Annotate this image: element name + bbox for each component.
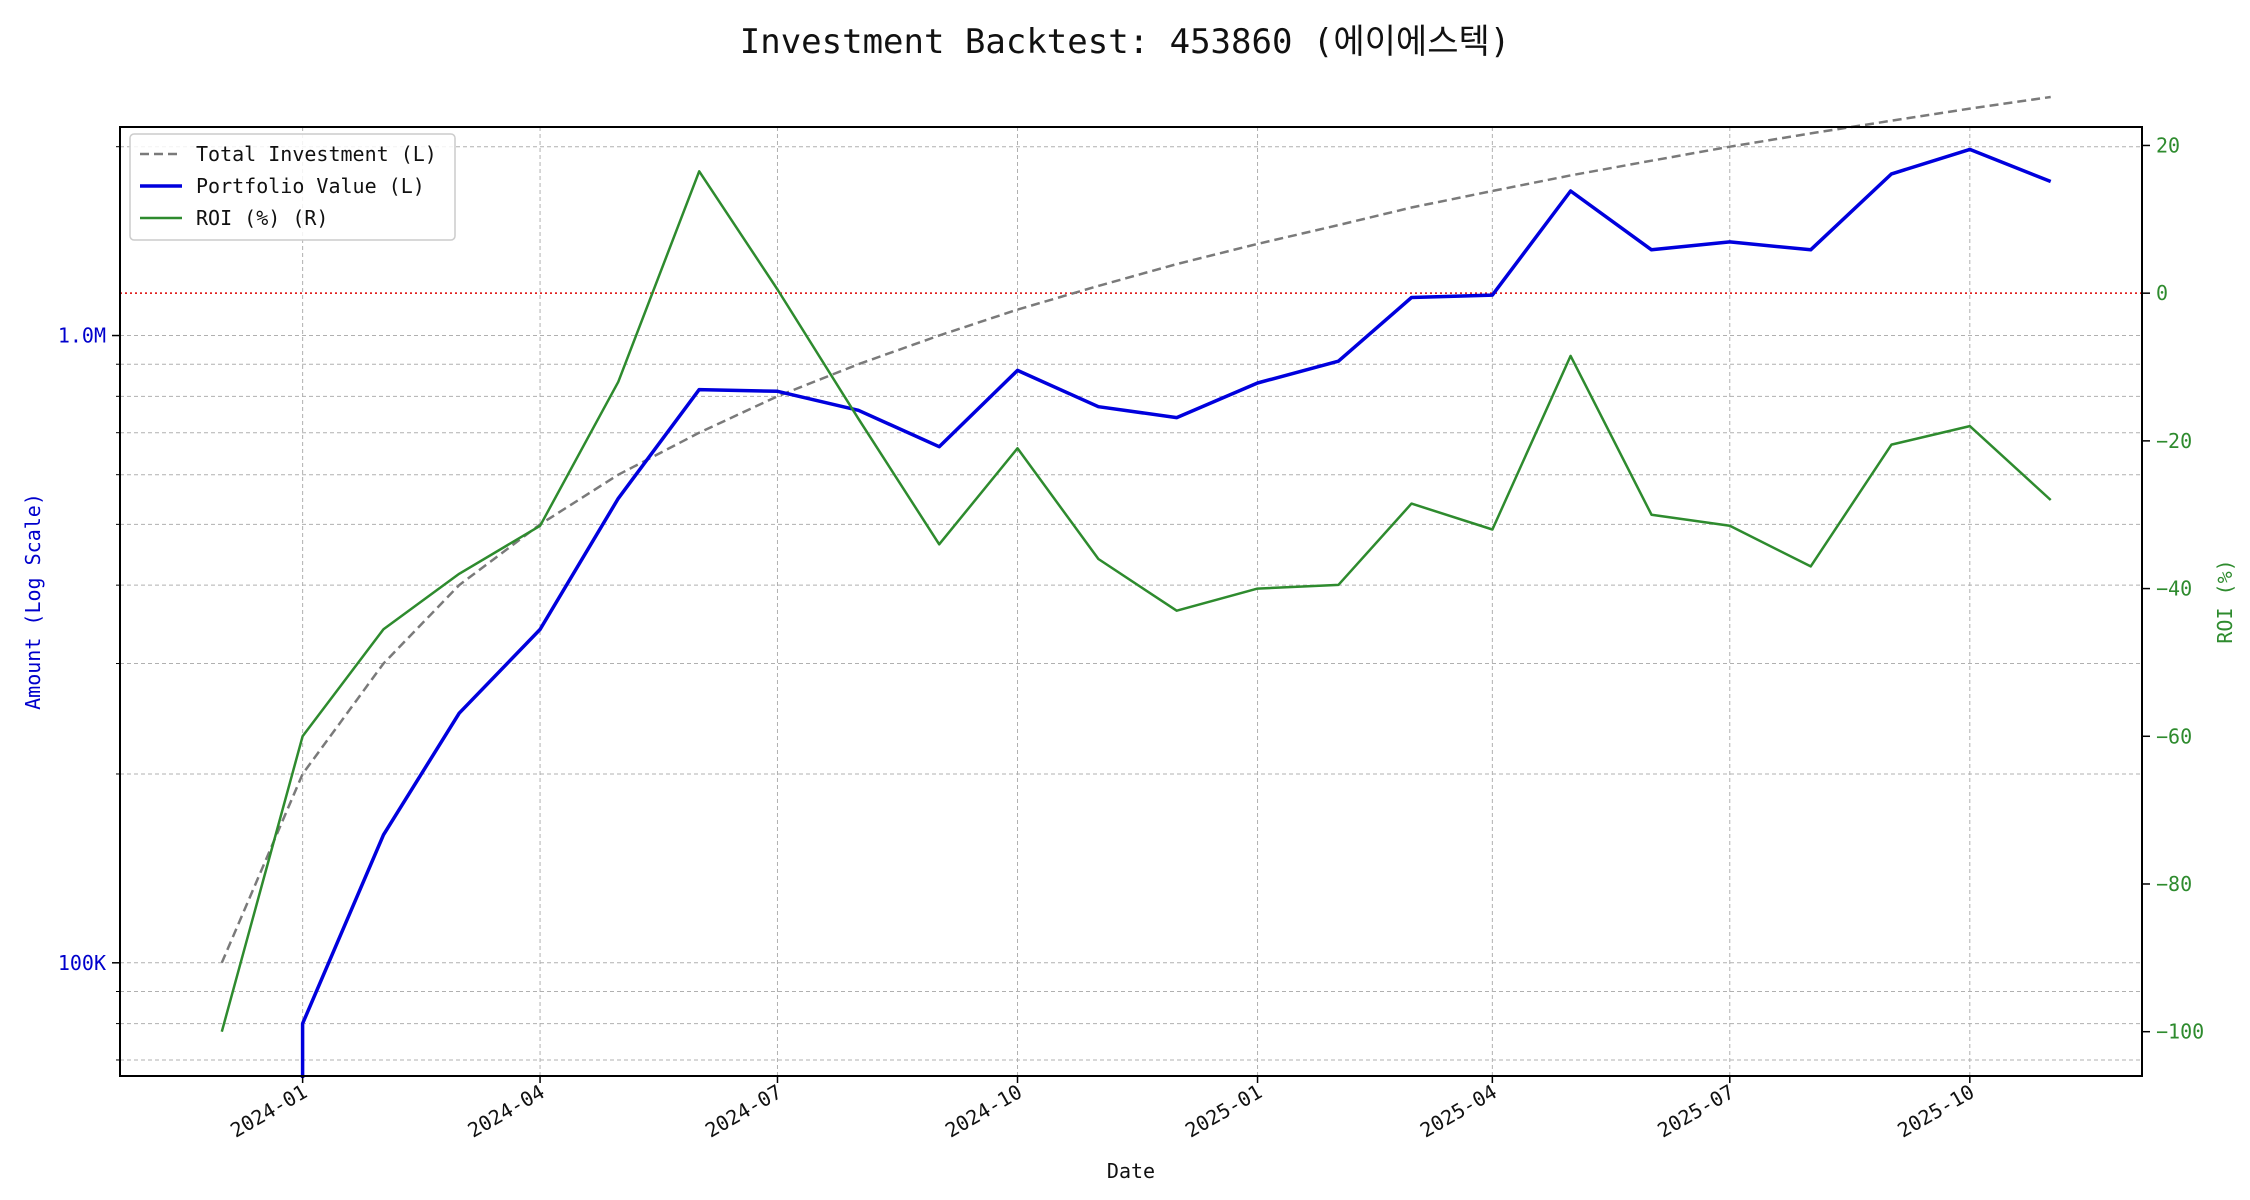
x-tick-label: 2024-04 [464,1080,549,1143]
x-tick-label: 2025-10 [1893,1080,1978,1143]
right-tick-label: −100 [2156,1020,2204,1044]
right-tick-label: 20 [2156,133,2180,157]
left-tick-label: 100K [58,951,106,975]
left-axis-ticks: 100K 1.0M [58,146,120,1061]
series-line-1 [300,147,2052,1078]
legend: Total Investment (L) Portfolio Value (L) R… [129,133,456,241]
x-tick-label: 2024-10 [941,1080,1026,1143]
series-line-2 [220,170,2052,1033]
right-axis-label: ROI (%) [2213,559,2237,643]
plot-frame [119,126,2143,1077]
left-tick-label: 1.0M [58,324,106,348]
left-axis-label: Amount (Log Scale) [21,493,45,710]
legend-box [129,133,456,241]
legend-label: Total Investment (L) [196,142,437,166]
chart-title: Investment Backtest: 453860 (에이에스텍) [739,22,1511,62]
x-tick-label: 2025-07 [1653,1080,1738,1143]
right-tick-label: −60 [2156,724,2192,748]
x-tick-label: 2025-04 [1416,1080,1501,1143]
x-tick-label: 2024-01 [226,1080,311,1143]
legend-label: ROI (%) (R) [196,206,328,230]
right-tick-label: −80 [2156,872,2192,896]
x-tick-label: 2025-01 [1181,1080,1266,1143]
series-line-0 [220,95,2051,964]
grid-lines [120,127,2142,1076]
legend-label: Portfolio Value (L) [196,174,425,198]
right-tick-label: 0 [2156,281,2168,305]
x-tick-label: 2024-07 [701,1080,786,1143]
right-tick-label: −20 [2156,429,2192,453]
right-axis-ticks: −100 −80 −60 −40 −20 0 20 [2142,133,2204,1044]
x-axis-label: Date [1107,1159,1155,1183]
series-layer [220,95,2052,1078]
x-axis-ticks: 2024-01 2024-04 2024-07 2024-10 2025-01 2025-… [226,1076,1978,1142]
right-tick-label: −40 [2156,577,2192,601]
